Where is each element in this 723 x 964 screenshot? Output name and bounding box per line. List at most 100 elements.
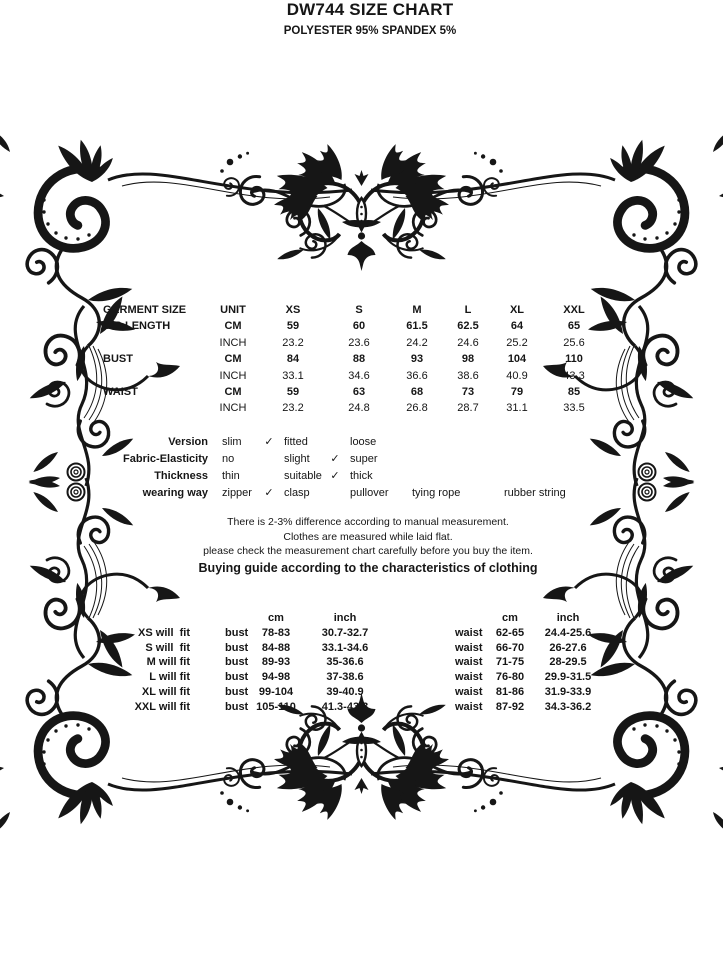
spacer xyxy=(190,670,213,685)
spacer xyxy=(190,655,213,670)
inch-range: 28-29.5 xyxy=(549,656,587,669)
cm-range: 66-70 xyxy=(495,641,525,654)
value-cell: 23.2 xyxy=(282,402,304,415)
column-header-cm: cm xyxy=(502,612,518,624)
feature-option: slight xyxy=(284,453,310,466)
cm-range: 78-83 xyxy=(261,626,291,639)
cm-range: 84-88 xyxy=(261,641,291,654)
spacer xyxy=(387,611,450,626)
value-cell: 24.8 xyxy=(348,402,370,415)
check-mark xyxy=(324,434,346,451)
size-table: GARMENT SIZE UNIT XS S M L XL XXL C/B LE… xyxy=(103,302,606,417)
note-line: please check the measurement chart caref… xyxy=(203,545,533,558)
feature-option: loose xyxy=(350,436,377,448)
row-label: C/B LENGTH xyxy=(103,320,171,333)
cm-range: 71-75 xyxy=(495,656,525,669)
value-cell: 84 xyxy=(286,353,300,366)
spacer xyxy=(190,641,213,656)
value-cell: 33.5 xyxy=(563,402,585,415)
value-cell: 65 xyxy=(567,320,581,333)
body-part: waist xyxy=(455,656,483,669)
column-header: L xyxy=(464,304,472,316)
value-cell: 85 xyxy=(567,385,581,398)
feature-option: thin xyxy=(222,470,240,483)
value-cell: 59 xyxy=(286,385,300,398)
spacer xyxy=(126,611,190,626)
unit-cell: CM xyxy=(224,385,242,398)
unit-cell: INCH xyxy=(219,336,247,349)
inch-range: 37-38.6 xyxy=(326,671,364,684)
value-cell: 79 xyxy=(510,385,524,398)
inch-range: 29.9-31.5 xyxy=(544,671,592,684)
column-header: XXL xyxy=(563,304,585,316)
spacer xyxy=(387,685,450,700)
features-table: Version slim ✓ fitted loose Fabric-Elast… xyxy=(100,434,600,502)
fit-size-label: XXL will fit xyxy=(134,700,190,713)
spacer xyxy=(190,611,213,626)
feature-option xyxy=(500,468,600,485)
fit-size-label: L will fit xyxy=(149,671,190,684)
feature-option xyxy=(500,451,600,468)
header: DW744 SIZE CHART POLYESTER 95% SPANDEX 5… xyxy=(0,0,723,38)
feature-option xyxy=(408,468,500,485)
spacer xyxy=(190,626,213,641)
value-cell: 36.6 xyxy=(406,369,428,382)
fit-size-label: M will fit xyxy=(146,656,190,669)
value-cell: 64 xyxy=(510,320,524,333)
value-cell: 26.8 xyxy=(406,402,428,415)
notes: There is 2-3% difference according to ma… xyxy=(0,515,723,577)
value-cell: 38.6 xyxy=(457,369,479,382)
value-cell: 98 xyxy=(461,353,475,366)
spacer xyxy=(190,700,213,715)
fit-size-label: XL will fit xyxy=(141,685,190,698)
value-cell: 93 xyxy=(410,353,424,366)
spacer xyxy=(190,685,213,700)
unit-cell: INCH xyxy=(219,402,247,415)
material-subtitle: POLYESTER 95% SPANDEX 5% xyxy=(283,25,457,37)
value-cell: 34.6 xyxy=(348,369,370,382)
inch-range: 30.7-32.7 xyxy=(321,626,369,639)
value-cell: 25.6 xyxy=(563,336,585,349)
row-label xyxy=(103,400,208,416)
value-cell: 23.6 xyxy=(348,336,370,349)
body-part: bust xyxy=(225,671,249,684)
value-cell: 23.2 xyxy=(282,336,304,349)
row-label xyxy=(103,335,208,351)
spacer xyxy=(387,626,450,641)
value-cell: 62.5 xyxy=(457,320,479,333)
feature-option: thick xyxy=(350,470,373,483)
inch-range: 39-40.9 xyxy=(326,685,364,698)
value-cell: 60 xyxy=(352,320,366,333)
feature-label: Thickness xyxy=(154,470,208,483)
value-cell: 33.1 xyxy=(282,369,304,382)
value-cell: 110 xyxy=(565,353,583,366)
spacer xyxy=(387,655,450,670)
check-mark xyxy=(258,468,280,485)
body-part: bust xyxy=(225,656,249,669)
buying-guide-title: Buying guide according to the characteri… xyxy=(198,560,538,575)
check-mark: ✓ xyxy=(264,487,274,500)
body-part: bust xyxy=(225,700,249,713)
note-line: Clothes are measured while laid flat. xyxy=(283,530,453,543)
column-header: S xyxy=(355,304,363,316)
feature-option: suitable xyxy=(284,470,322,483)
unit-cell: CM xyxy=(224,320,242,333)
value-cell: 104 xyxy=(507,353,527,366)
feature-option xyxy=(500,434,600,451)
value-cell: 43.3 xyxy=(563,369,585,382)
value-cell: 59 xyxy=(286,320,300,333)
spacer xyxy=(387,700,450,715)
value-cell: 73 xyxy=(461,385,475,398)
feature-option: zipper xyxy=(222,487,252,500)
feature-label: Fabric-Elasticity xyxy=(123,453,208,466)
column-header: M xyxy=(412,304,422,316)
value-cell: 63 xyxy=(352,385,366,398)
cm-range: 87-92 xyxy=(495,700,525,713)
body-part: bust xyxy=(225,641,249,654)
value-cell: 24.2 xyxy=(406,336,428,349)
border-top-medallion xyxy=(269,143,455,271)
inch-range: 41.3-43.3 xyxy=(321,700,369,713)
value-cell: 31.1 xyxy=(506,402,528,415)
inch-range: 24.4-25.6 xyxy=(544,626,592,639)
